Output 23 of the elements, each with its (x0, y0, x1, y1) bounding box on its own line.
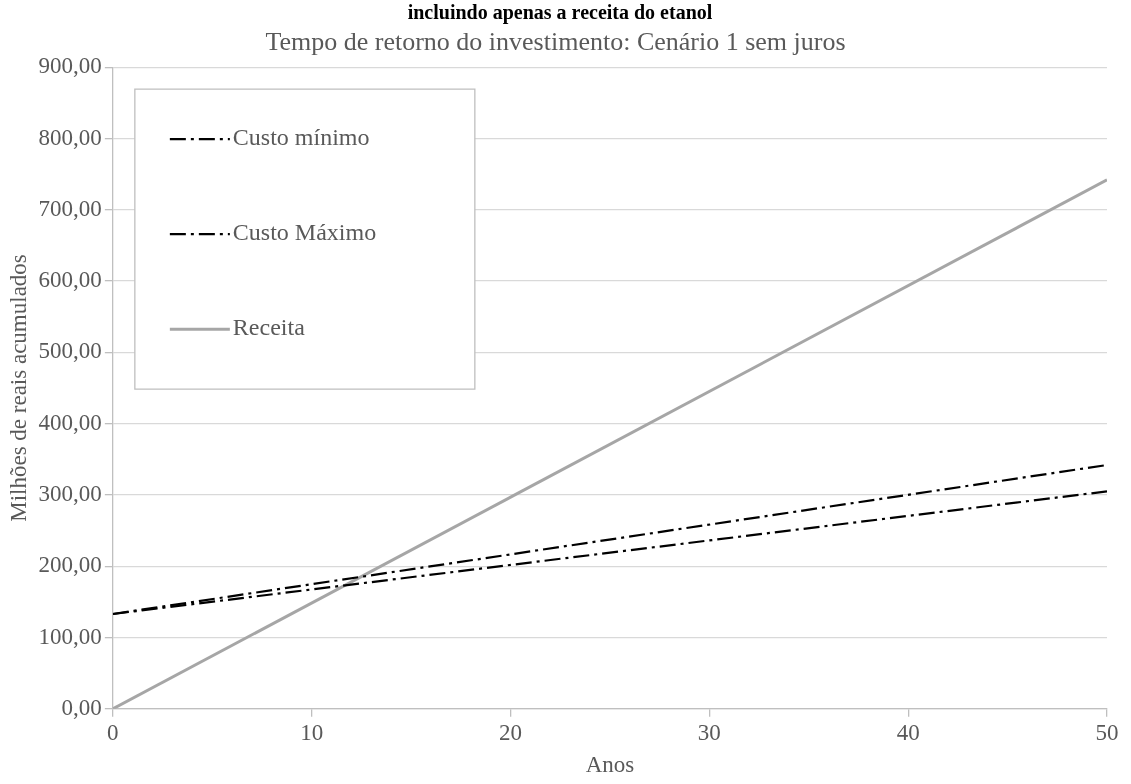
legend-label: Receita (232, 314, 306, 341)
y-tick-label: 200,00 (38, 552, 102, 578)
y-tick-label: 100,00 (38, 623, 102, 649)
y-tick-label: 800,00 (38, 124, 102, 150)
y-tick-label: 700,00 (38, 195, 102, 221)
text: incluindo apenas a receita do etanol (407, 1, 713, 25)
legend-label: Custo mínimo (232, 124, 370, 151)
y-tick-label: 400,00 (38, 409, 102, 435)
x-tick-label: 30 (697, 719, 721, 745)
x-tick-label: 50 (1095, 719, 1119, 745)
y-tick-label: 300,00 (38, 480, 102, 506)
x-tick-label: 20 (499, 719, 523, 745)
x-tick-label: 0 (107, 719, 119, 745)
y-axis-title: Milhões de reais acumulados (5, 254, 31, 522)
x-tick-label: 40 (896, 719, 920, 745)
y-tick-label: 0,00 (61, 694, 102, 720)
legend-label: Custo Máximo (232, 219, 377, 246)
y-tick-label: 600,00 (38, 267, 102, 293)
x-axis-title: Anos (585, 752, 635, 778)
y-tick-label: 900,00 (38, 53, 102, 79)
chart-title: Tempo de retorno do investimento: Cenário 1 sem juros (265, 27, 846, 57)
x-tick-label: 10 (300, 719, 324, 745)
y-tick-label: 500,00 (38, 338, 102, 364)
